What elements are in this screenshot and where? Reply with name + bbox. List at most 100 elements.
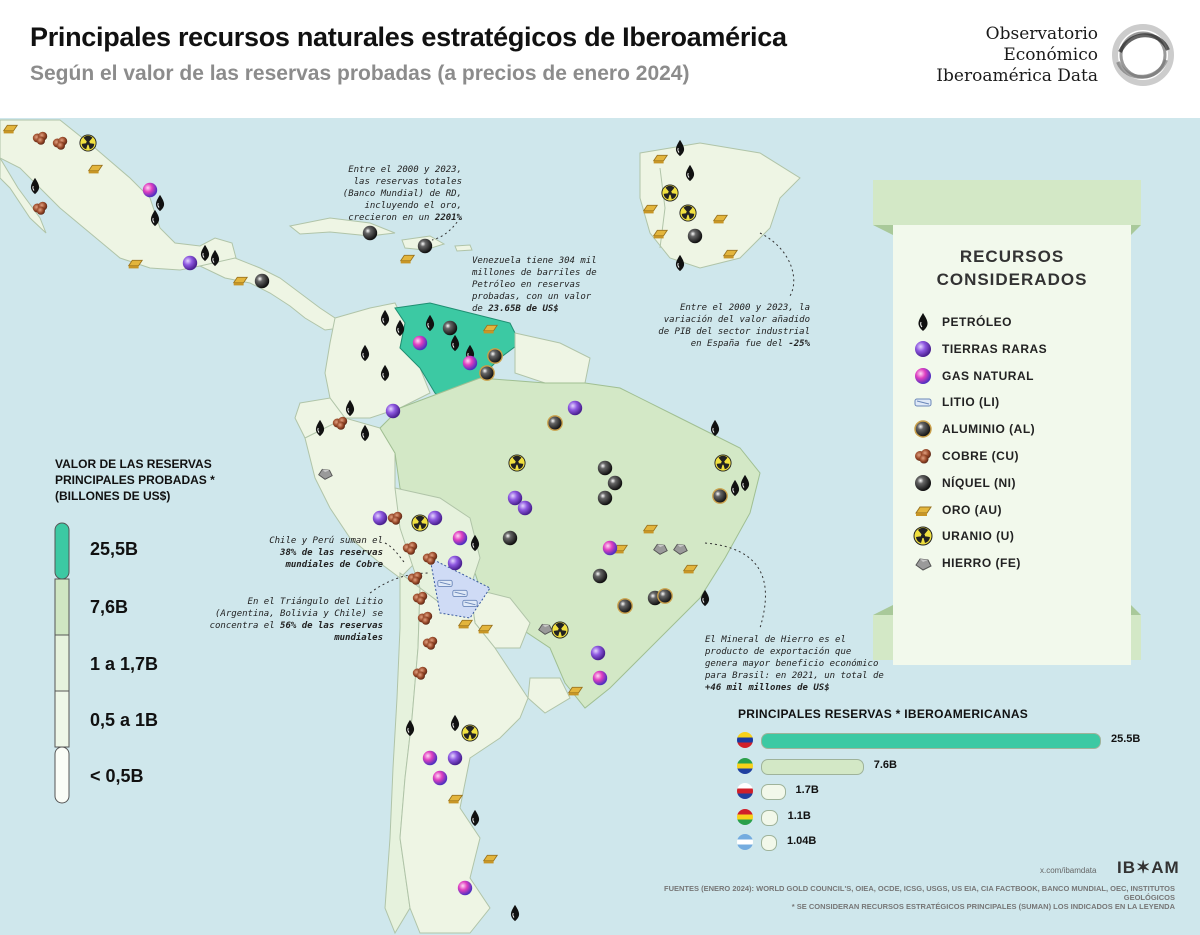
legend-item-label: URANIO (U): [942, 529, 1015, 544]
bar-value-label: 7.6B: [873, 758, 897, 771]
gold-bar-icon: [477, 624, 494, 634]
legend-item-uranium: URANIO (U): [913, 525, 1014, 547]
bar-chart-title: PRINCIPALES RESERVAS * IBEROAMERICANAS: [738, 707, 1029, 721]
resources-legend-title: RECURSOS CONSIDERADOS: [936, 247, 1088, 289]
copper-nugget-icon: [412, 591, 428, 605]
oil-drop-icon: [470, 809, 480, 827]
oil-drop-icon: [710, 419, 720, 437]
flag-brasil-icon: [737, 757, 753, 774]
aluminium-sphere-icon: [712, 488, 728, 504]
rare-earth-sphere-icon: [567, 400, 583, 416]
gold-bar-icon: [87, 164, 104, 174]
oil-drop-icon: [150, 209, 160, 227]
oil-drop-icon: [380, 309, 390, 327]
value-scale-title: VALOR DE LAS RESERVAS PRINCIPALES PROBAD…: [55, 457, 215, 503]
page-subtitle: Según el valor de las reservas probadas …: [30, 62, 690, 85]
copper-arrow: [384, 542, 406, 564]
iberia-land: [639, 142, 801, 269]
copper-nugget-icon: [32, 131, 48, 145]
bar-value-label: 1.7B: [795, 784, 819, 796]
aluminium-sphere-icon: [657, 588, 673, 604]
oil-drop-icon: [470, 534, 480, 552]
scale-level-4: 0,5 a 1B: [90, 710, 159, 730]
brazil-arrow: [704, 542, 766, 629]
legend-item-label: COBRE (CU): [942, 449, 1019, 463]
legend-item-aluminium-sphere: ALUMINIO (AL): [913, 418, 1035, 440]
oil-drop-icon: [345, 399, 355, 417]
scale-level-5: < 0,5B: [90, 766, 144, 786]
oil-drop-icon: [425, 314, 435, 332]
copper-nugget-icon: [332, 416, 348, 430]
copper-nugget-icon: [402, 541, 418, 555]
legend-item-label: TIERRAS RARAS: [942, 341, 1048, 356]
gold-bar-icon: [682, 564, 699, 574]
nickel-sphere-icon: [502, 530, 518, 546]
bar-value-label: 25.5B: [1111, 733, 1141, 745]
iron-ore-icon: [538, 623, 553, 635]
nickel-sphere-icon: [597, 490, 613, 506]
uranium-icon: [679, 204, 697, 222]
annotation-lithium: En el Triángulo del Litio (Argentina, Bo…: [209, 597, 383, 643]
copper-nugget-icon: [32, 201, 48, 215]
legend-item-label: ALUMINIO (AL): [942, 422, 1036, 437]
annotation-copper: Chile y Perú suman el 38% de las reserva…: [269, 536, 383, 570]
central-america-land: [198, 257, 341, 331]
header: Principales recursos naturales estratégi…: [0, 0, 1200, 118]
uranium-icon: [79, 134, 97, 152]
gas-sphere-icon: [142, 182, 158, 198]
bar-value-label: 1.04B: [787, 835, 817, 847]
legend-item-label: PETRÓLEO: [942, 315, 1013, 329]
gold-bar-icon: [722, 249, 739, 259]
nickel-sphere-icon: [607, 475, 623, 491]
oil-drop-icon: [395, 319, 405, 337]
uranium-icon: [461, 724, 479, 742]
nickel-sphere-icon: [254, 273, 270, 289]
rare-earth-sphere-icon: [447, 555, 463, 571]
rare-earth-sphere-icon: [517, 500, 533, 516]
oil-drop-icon: [918, 313, 928, 331]
spain-arrow: [759, 232, 795, 297]
gas-sphere-icon: [457, 880, 473, 896]
oil-drop-icon: [30, 177, 40, 195]
oil-drop-icon: [730, 479, 740, 497]
gas-sphere-icon: [592, 670, 608, 686]
gold-bar-icon: [399, 254, 416, 264]
gold-bar-icon: [642, 204, 659, 214]
oil-drop-icon: [405, 719, 415, 737]
copper-nugget-icon: [407, 571, 423, 585]
copper-nugget-icon: [417, 611, 433, 625]
org-line-3: Iberoamérica Data: [936, 66, 1098, 86]
gold-bar-icon: [915, 506, 932, 516]
nickel-sphere-icon: [592, 568, 608, 584]
gas-sphere-icon: [412, 335, 428, 351]
gas-sphere-icon: [422, 750, 438, 766]
org-line-1: Observatorio: [985, 24, 1098, 44]
aluminium-sphere-icon: [547, 415, 563, 431]
rare-earth-sphere-icon: [427, 510, 443, 526]
rare-earth-sphere-icon: [447, 750, 463, 766]
oil-drop-icon: [450, 334, 460, 352]
mexico-land: [0, 119, 237, 271]
aluminium-sphere-icon: [479, 365, 495, 381]
aluminium-sphere-icon: [617, 598, 633, 614]
flag-argentina-icon: [737, 834, 753, 850]
uruguay-land: [527, 677, 571, 714]
lithium-arrow: [369, 572, 431, 594]
bar: [761, 835, 777, 851]
resource-markers: [2, 124, 750, 922]
lithium-icon: [462, 599, 478, 608]
organization-name: Observatorio Económico Iberoamérica Data: [930, 24, 1098, 87]
footnote-text: * SE CONSIDERAN RECURSOS ESTRATÉGICOS PR…: [791, 902, 1175, 911]
uranium-icon: [913, 526, 933, 546]
lithium-icon: [452, 589, 468, 598]
uranium-icon: [551, 621, 569, 639]
flag-chile-icon: [737, 783, 753, 799]
legend-item-lithium: LITIO (LI): [913, 391, 1000, 413]
value-scale-bar: [54, 522, 70, 804]
sources-text: FUENTES (ENERO 2024): WORLD GOLD COUNCIL…: [664, 884, 1175, 902]
bar: [761, 758, 864, 775]
gold-bar-icon: [712, 214, 729, 224]
lithium-icon: [914, 398, 932, 407]
nickel-sphere-icon: [417, 238, 433, 254]
gold-bar-icon: [457, 619, 474, 629]
